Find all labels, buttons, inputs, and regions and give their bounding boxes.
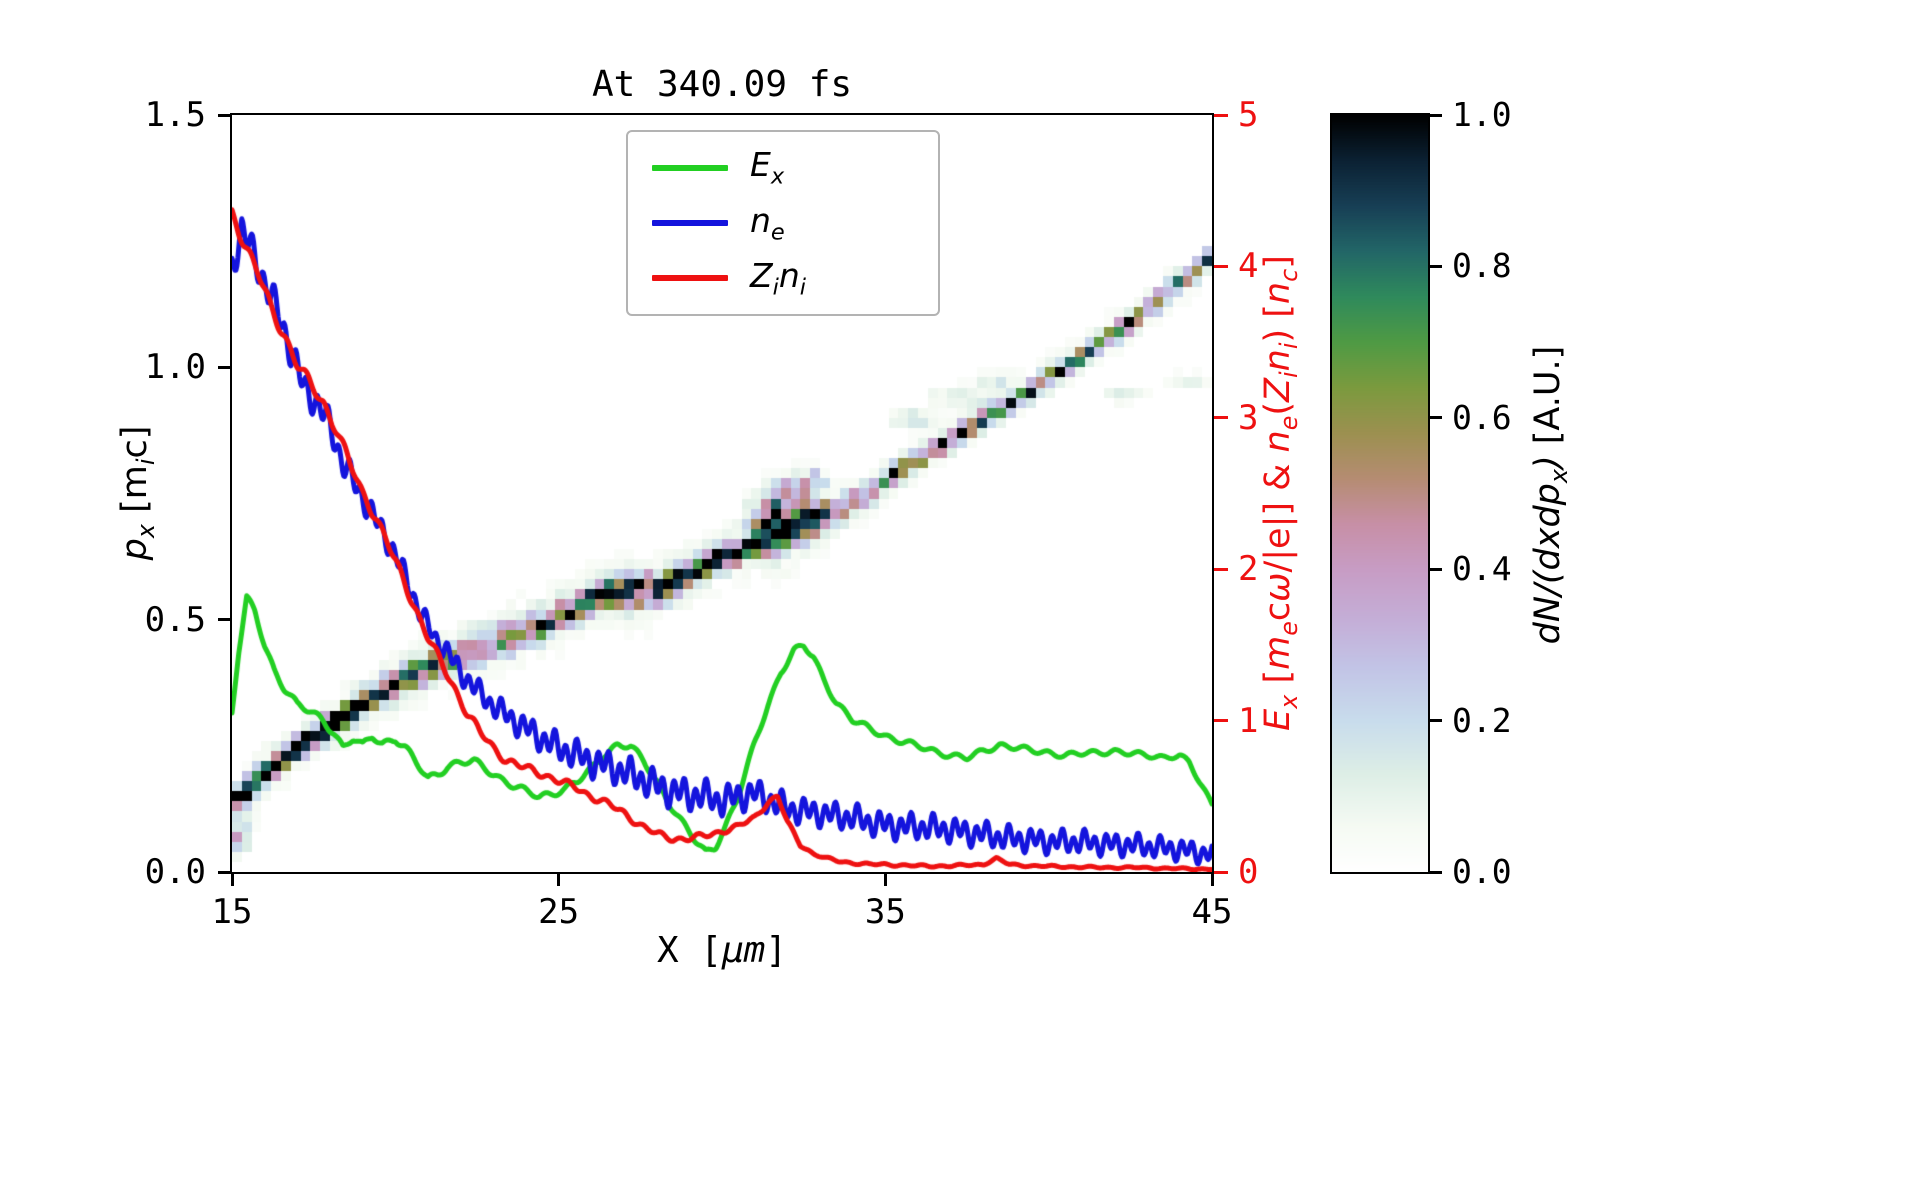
colorbar-canvas (1332, 115, 1428, 872)
colorbar-tick-mark (1430, 264, 1442, 268)
colorbar-tick-label: 0.6 (1452, 397, 1512, 437)
x-tick-label: 25 (538, 892, 580, 932)
y-tick-mark-right (1214, 264, 1228, 268)
legend-item-ne: ne (652, 200, 938, 246)
legend-item-ex: Ex (652, 145, 938, 190)
y-tick-mark-left (218, 870, 232, 874)
y-tick-label-left: 1.5 (144, 95, 206, 135)
y-axis-label-left: px [mic] (115, 425, 160, 561)
legend-line-ex (652, 164, 728, 171)
x-tick-mark (883, 872, 887, 886)
legend-line-zini (652, 275, 728, 282)
colorbar-tick-label: 0.2 (1452, 700, 1512, 740)
colorbar-tick-label: 0.8 (1452, 246, 1512, 286)
y-tick-mark-right (1214, 416, 1228, 420)
y-tick-label-left: 0.5 (144, 599, 206, 640)
legend-item-zini: Zini (652, 256, 938, 301)
legend-label-ex: Ex (750, 145, 785, 190)
colorbar-tick-mark (1430, 719, 1442, 723)
x-tick-mark (230, 872, 234, 886)
y-tick-label-right: 3 (1238, 397, 1259, 438)
plot-title: At 340.09 fs (591, 64, 853, 105)
colorbar-tick-mark (1430, 113, 1442, 117)
legend: Ex ne Zini (626, 130, 940, 316)
colorbar-tick-mark (1430, 567, 1442, 571)
legend-label-ne: ne (750, 200, 785, 246)
y-tick-mark-right (1214, 567, 1228, 571)
y-tick-label-right: 2 (1238, 549, 1259, 590)
x-tick-label: 15 (211, 892, 253, 932)
x-tick-label: 45 (1191, 892, 1233, 932)
y-tick-mark-right (1214, 113, 1228, 117)
colorbar-tick-label: 0.4 (1452, 549, 1512, 589)
x-axis-label: X [μm] (656, 930, 788, 971)
x-tick-mark (557, 872, 561, 886)
y-tick-label-left: 1.0 (144, 347, 206, 388)
legend-label-zini: Zini (750, 256, 806, 301)
y-tick-label-right: 4 (1238, 246, 1259, 287)
y-tick-label-left: 0.0 (144, 852, 206, 892)
y-tick-mark-right (1214, 870, 1228, 874)
y-tick-label-right: 0 (1238, 852, 1259, 892)
y-tick-mark-left (218, 365, 232, 369)
y-tick-label-right: 5 (1238, 95, 1259, 135)
x-tick-mark (1210, 872, 1214, 886)
colorbar-tick-label: 0.0 (1452, 852, 1512, 891)
colorbar-tick-label: 1.0 (1452, 95, 1512, 134)
x-tick-label: 35 (864, 892, 906, 932)
y-tick-label-right: 1 (1238, 700, 1259, 741)
colorbar-tick-mark (1430, 416, 1442, 420)
y-tick-mark-left (218, 113, 232, 117)
colorbar-tick-mark (1430, 870, 1442, 874)
y-axis-label-right: Ex [mecω/|e|] & ne(Zini) [nc] (1258, 255, 1303, 731)
legend-line-ne (652, 219, 728, 226)
colorbar (1330, 113, 1430, 874)
y-tick-mark-right (1214, 719, 1228, 723)
y-tick-mark-left (218, 618, 232, 622)
